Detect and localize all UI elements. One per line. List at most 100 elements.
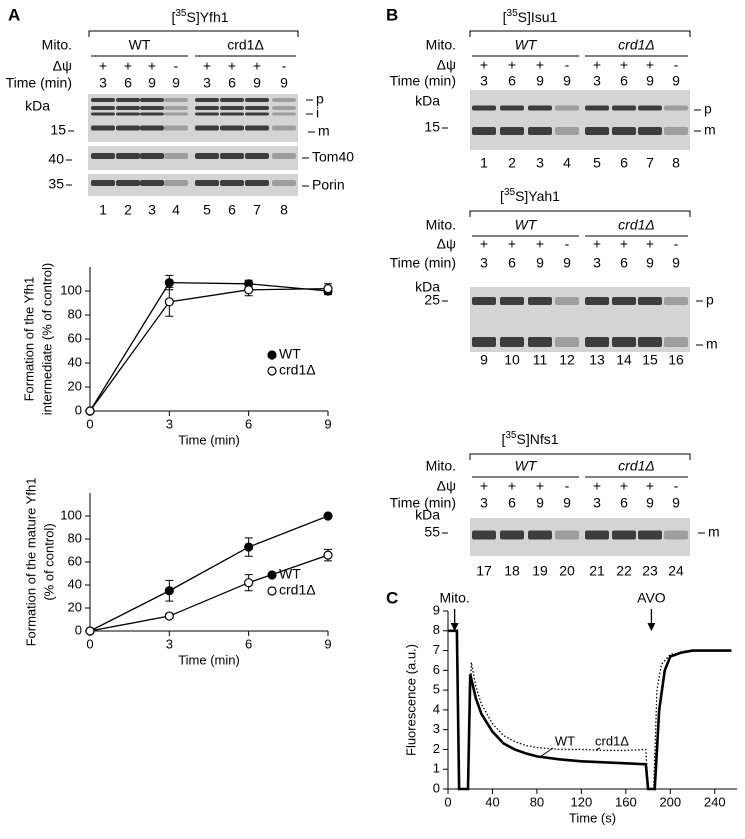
y-tick-label: 20 — [68, 378, 82, 393]
lane-number: 23 — [642, 563, 658, 579]
bracket — [469, 453, 691, 460]
time: 6 — [508, 73, 516, 89]
x-tick-label: 240 — [704, 794, 726, 809]
band — [555, 297, 579, 305]
lane-number: 10 — [504, 352, 520, 368]
lane-number: 17 — [476, 563, 492, 579]
lane-number: 2 — [508, 155, 516, 171]
band — [164, 180, 188, 186]
band — [585, 530, 609, 540]
band — [612, 297, 636, 305]
y-tick-label: 0 — [75, 622, 82, 637]
y-tick-label: 60 — [68, 553, 82, 568]
band — [164, 153, 188, 159]
data-point — [85, 406, 95, 416]
lane-number: 3 — [148, 202, 156, 218]
band — [585, 297, 609, 305]
label-leader — [595, 747, 601, 751]
size-marker: kDa — [415, 279, 440, 295]
data-point — [85, 626, 95, 636]
potential: + — [124, 58, 132, 74]
data-point — [323, 550, 333, 560]
band — [220, 106, 244, 110]
potential: + — [508, 236, 516, 252]
time: 9 — [672, 73, 680, 89]
band — [555, 337, 579, 347]
lane-number: 5 — [593, 155, 601, 171]
group-label: WT — [129, 37, 151, 53]
band — [585, 337, 609, 347]
x-axis-label: Time (s) — [569, 810, 616, 825]
band — [91, 180, 115, 186]
potential: + — [536, 236, 544, 252]
y-tick-label: 60 — [68, 330, 82, 345]
time: 9 — [646, 73, 654, 89]
legend-label: crd1Δ — [279, 582, 316, 598]
group-label: crd1Δ — [618, 37, 655, 53]
time: 9 — [536, 255, 544, 271]
series-label: WT — [555, 733, 575, 748]
band — [91, 98, 115, 102]
band — [528, 105, 552, 111]
label-leader — [539, 747, 554, 758]
lane-number: 1 — [480, 155, 488, 171]
lane-number: 13 — [589, 352, 605, 368]
x-tick-label: 40 — [485, 794, 499, 809]
band — [91, 153, 115, 159]
data-point — [244, 542, 254, 552]
series-line — [89, 287, 329, 412]
potential: + — [148, 58, 156, 74]
potential: + — [203, 58, 211, 74]
band — [195, 112, 219, 116]
band — [500, 105, 524, 111]
band — [245, 106, 269, 110]
band-label: m — [704, 122, 716, 138]
y-tick-label: 40 — [68, 354, 82, 369]
legend-marker — [267, 350, 277, 360]
time: 3 — [593, 495, 601, 511]
y-tick-label: 0 — [433, 780, 440, 795]
legend-marker — [267, 586, 277, 596]
y-tick-label: 0 — [75, 402, 82, 417]
annotation: Mito. — [439, 590, 469, 606]
band — [612, 105, 636, 111]
band — [472, 337, 496, 347]
time: 3 — [480, 255, 488, 271]
potential: + — [480, 478, 488, 494]
group-label: crd1Δ — [618, 217, 655, 233]
time: 6 — [620, 255, 628, 271]
y-tick-label: 100 — [60, 507, 82, 522]
y-tick-label: 9 — [433, 602, 440, 617]
arrow-head — [450, 623, 459, 631]
time: 9 — [646, 495, 654, 511]
band — [245, 180, 269, 186]
series-line — [448, 629, 732, 791]
potential: + — [253, 58, 261, 74]
panel-label: C — [386, 588, 398, 607]
band — [140, 112, 164, 116]
band — [220, 180, 244, 186]
potential: + — [508, 57, 516, 73]
time: 9 — [172, 75, 180, 91]
potential: - — [565, 236, 570, 252]
data-point — [164, 278, 174, 288]
band — [664, 337, 688, 347]
x-tick-label: 9 — [324, 416, 331, 431]
band — [220, 112, 244, 116]
lane-number: 8 — [280, 202, 288, 218]
band — [528, 337, 552, 347]
band — [164, 106, 188, 110]
group-label: crd1Δ — [227, 37, 264, 53]
potential: + — [593, 57, 601, 73]
lane-number: 2 — [124, 202, 132, 218]
band — [664, 105, 688, 111]
band — [500, 530, 524, 540]
size-marker: 25 — [424, 292, 440, 308]
band — [195, 180, 219, 186]
series-line — [89, 554, 329, 632]
data-point — [323, 511, 333, 521]
lane-number: 3 — [536, 155, 544, 171]
band — [638, 127, 662, 135]
time: 6 — [620, 495, 628, 511]
